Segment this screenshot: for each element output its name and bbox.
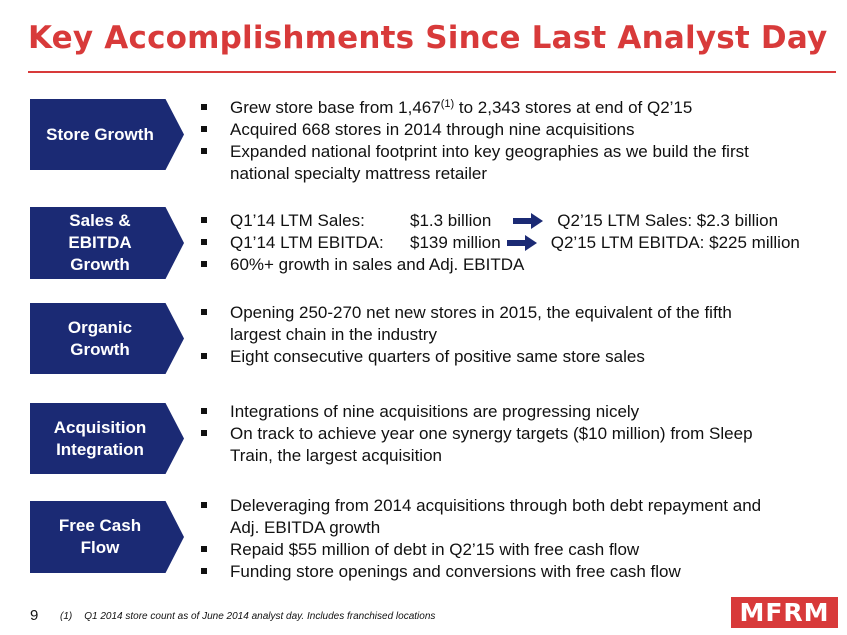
bullet-continuation: national specialty mattress retailer	[230, 164, 488, 183]
tag-line: Free Cash	[58, 516, 142, 535]
bullet-item: Deleveraging from 2014 acquisitions thro…	[199, 495, 839, 539]
bullet-square-icon	[201, 568, 207, 574]
right-arrow-icon	[506, 235, 537, 251]
bullet-continuation: Adj. EBITDA growth	[230, 518, 381, 537]
tag-line: Growth	[70, 255, 130, 274]
bullet-square-icon	[201, 104, 207, 110]
bullet-text: Eight consecutive quarters of positive s…	[230, 347, 645, 366]
tag-line: Acquisition	[53, 417, 147, 437]
tag-line: Organic	[67, 317, 133, 337]
bullet-square-icon	[201, 148, 207, 154]
acquisition-integration-bullets: Integrations of nine acquisitions are pr…	[199, 401, 839, 467]
bullet-item: Opening 250-270 net new stores in 2015, …	[199, 302, 839, 346]
tag-store-growth: Store Growth	[30, 99, 184, 170]
tag-line: EBITDA	[68, 233, 132, 252]
bullet-item: 60%+ growth in sales and Adj. EBITDA	[199, 254, 839, 276]
footnote: (1) Q1 2014 store count as of June 2014 a…	[60, 611, 435, 622]
tag-acquisition-integration: Acquisition Integration	[30, 403, 184, 474]
bullet-text: Acquired 668 stores in 2014 through nine…	[230, 120, 635, 139]
bullet-text: On track to achieve year one synergy tar…	[230, 424, 753, 443]
tag-line: Integration	[56, 439, 144, 459]
tag-line: Sales &	[69, 211, 131, 230]
comparison-right: Q2’15 LTM Sales: $2.3 billion	[557, 211, 779, 230]
page-title: Key Accomplishments Since Last Analyst D…	[28, 20, 828, 56]
bullet-square-icon	[201, 239, 207, 245]
bullet-text: Deleveraging from 2014 acquisitions thro…	[230, 496, 762, 515]
comparison-left-label: Q1’14 LTM Sales:	[230, 211, 365, 230]
bullet-item: Repaid $55 million of debt in Q2’15 with…	[199, 539, 839, 561]
store-growth-bullets: Grew store base from 1,467(1) to 2,343 s…	[199, 97, 839, 185]
footnote-ref: (1)	[440, 98, 455, 110]
bullet-item: Expanded national footprint into key geo…	[199, 141, 839, 185]
bullet-item: Acquired 668 stores in 2014 through nine…	[199, 119, 839, 141]
bullet-text: Expanded national footprint into key geo…	[230, 142, 749, 161]
footnote-text: Q1 2014 store count as of June 2014 anal…	[84, 611, 436, 622]
bullet-square-icon	[201, 126, 207, 132]
bullet-continuation: Train, the largest acquisition	[230, 446, 442, 465]
sales-ebitda-bullets: Q1’14 LTM Sales: $1.3 billion Q2’15 LTM S…	[199, 210, 839, 276]
tag-line: Growth	[70, 339, 130, 359]
bullet-text: Opening 250-270 net new stores in 2015, …	[230, 303, 732, 322]
bullet-square-icon	[201, 353, 207, 359]
bullet-square-icon	[201, 261, 207, 267]
bullet-item: Eight consecutive quarters of positive s…	[199, 346, 839, 368]
comparison-left-label: Q1’14 LTM EBITDA:	[230, 233, 384, 252]
bullet-square-icon	[201, 408, 207, 414]
bullet-text: Repaid $55 million of debt in Q2’15 with…	[230, 540, 640, 559]
organic-growth-bullets: Opening 250-270 net new stores in 2015, …	[199, 302, 839, 368]
page-number: 9	[30, 607, 39, 624]
footnote-marker: (1)	[60, 611, 73, 622]
tag-sales-ebitda-growth: Sales & EBITDA Growth	[30, 207, 184, 279]
tag-line: Flow	[80, 538, 120, 557]
right-arrow-icon	[513, 213, 544, 229]
comparison-item: Q1’14 LTM Sales: $1.3 billion Q2’15 LTM S…	[199, 210, 839, 232]
comparison-left-value: $1.3 billion	[410, 211, 492, 230]
bullet-square-icon	[201, 309, 207, 315]
tag-organic-growth: Organic Growth	[30, 303, 184, 374]
bullet-text: Funding store openings and conversions w…	[230, 562, 681, 581]
bullet-item: On track to achieve year one synergy tar…	[199, 423, 839, 467]
bullet-text: 60%+ growth in sales and Adj. EBITDA	[230, 255, 525, 274]
tag-line: Store Growth	[46, 124, 154, 144]
bullet-item: Funding store openings and conversions w…	[199, 561, 839, 583]
bullet-continuation: largest chain in the industry	[230, 325, 437, 344]
bullet-item: Grew store base from 1,467(1) to 2,343 s…	[199, 97, 839, 119]
title-underline	[28, 71, 836, 73]
mfrm-logo: MFRM	[731, 597, 838, 628]
bullet-square-icon	[201, 217, 207, 223]
bullet-text: to 2,343 stores at end of Q2’15	[454, 98, 693, 117]
bullet-item: Integrations of nine acquisitions are pr…	[199, 401, 839, 423]
bullet-square-icon	[201, 546, 207, 552]
comparison-left-value: $139 million	[410, 233, 501, 252]
tag-free-cash-flow: Free Cash Flow	[30, 501, 184, 573]
bullet-square-icon	[201, 502, 207, 508]
comparison-item: Q1’14 LTM EBITDA: $139 million Q2’15 LTM …	[199, 232, 839, 254]
comparison-right: Q2’15 LTM EBITDA: $225 million	[550, 233, 800, 252]
bullet-square-icon	[201, 430, 207, 436]
bullet-text: Grew store base from 1,467	[230, 98, 441, 117]
free-cash-flow-bullets: Deleveraging from 2014 acquisitions thro…	[199, 495, 839, 583]
bullet-text: Integrations of nine acquisitions are pr…	[230, 402, 640, 421]
